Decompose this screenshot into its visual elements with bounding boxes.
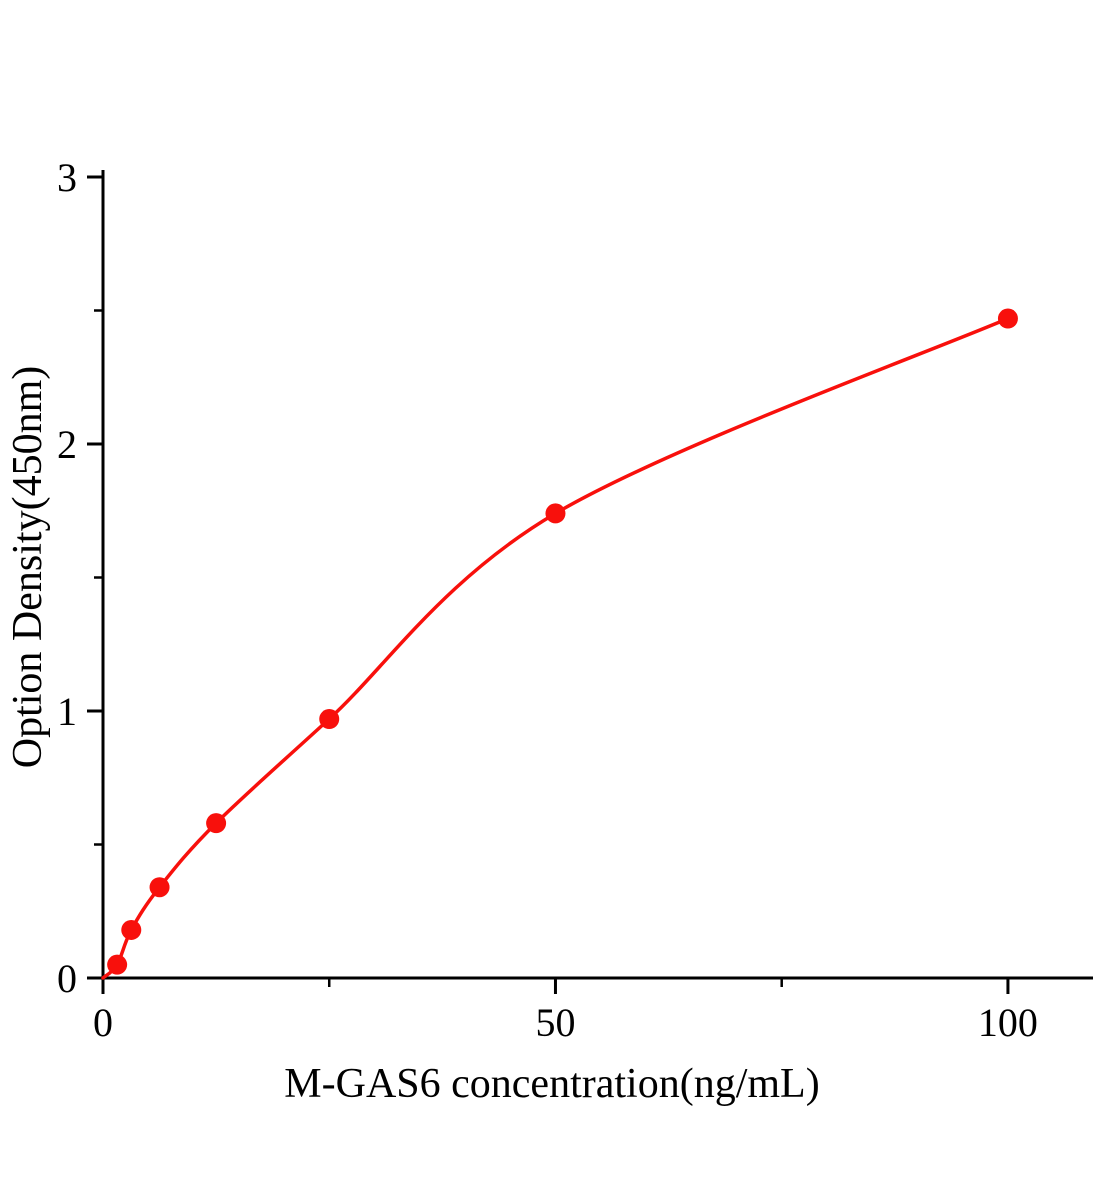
data-point [997, 308, 1018, 329]
y-tick-label: 2 [57, 422, 77, 467]
x-tick-label: 0 [93, 1000, 113, 1045]
x-tick-label: 50 [535, 1000, 575, 1045]
data-point [121, 919, 142, 940]
data-point [107, 954, 128, 975]
x-axis-title: M-GAS6 concentration(ng/mL) [284, 1061, 820, 1107]
y-tick-label: 3 [57, 155, 77, 200]
y-tick-label: 1 [57, 689, 77, 734]
x-tick-label: 100 [978, 1000, 1038, 1045]
data-point [545, 503, 566, 524]
y-tick-label: 0 [57, 956, 77, 1001]
data-point [319, 709, 340, 730]
y-axis-title: Option Density(450nm) [5, 365, 51, 769]
data-point [206, 813, 227, 834]
data-point [149, 877, 170, 898]
fit-curve-line [101, 316, 1010, 980]
